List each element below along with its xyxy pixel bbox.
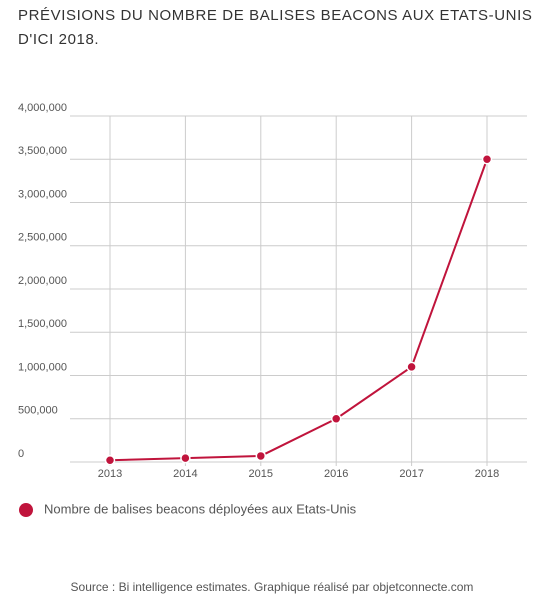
data-point xyxy=(180,452,191,464)
data-point xyxy=(104,455,116,466)
y-tick-label: 3,000,000 xyxy=(18,188,67,200)
y-tick-label: 1,500,000 xyxy=(18,318,67,330)
x-tick-label: 2016 xyxy=(324,468,348,480)
source: Source : Bi intelligence estimates. Grap… xyxy=(71,580,474,594)
series-line xyxy=(109,158,488,462)
x-tick-label: 2015 xyxy=(249,468,273,480)
y-tick-label: 0 xyxy=(18,448,24,460)
data-point xyxy=(481,154,493,165)
x-tick-label: 2013 xyxy=(98,468,122,480)
y-tick-label: 500,000 xyxy=(18,405,58,417)
legend-label: Nombre de balises beacons déployées aux … xyxy=(44,501,357,516)
data-point xyxy=(406,361,417,373)
data-point xyxy=(330,413,342,424)
x-tick-label: 2017 xyxy=(399,468,423,480)
y-tick-label: 4,000,000 xyxy=(18,102,67,114)
x-tick-label: 2014 xyxy=(173,468,197,480)
data-point xyxy=(255,450,267,462)
y-tick-label: 2,500,000 xyxy=(18,232,67,244)
x-tick-label: 2018 xyxy=(475,468,499,480)
y-tick-label: 3,500,000 xyxy=(18,145,67,157)
y-tick-label: 2,000,000 xyxy=(18,275,67,287)
chart-title: PRÉVISIONS DU NOMBRE DE BALISES BEACONS … xyxy=(18,7,533,48)
y-tick-label: 1,000,000 xyxy=(18,361,67,373)
legend-marker xyxy=(19,503,33,517)
